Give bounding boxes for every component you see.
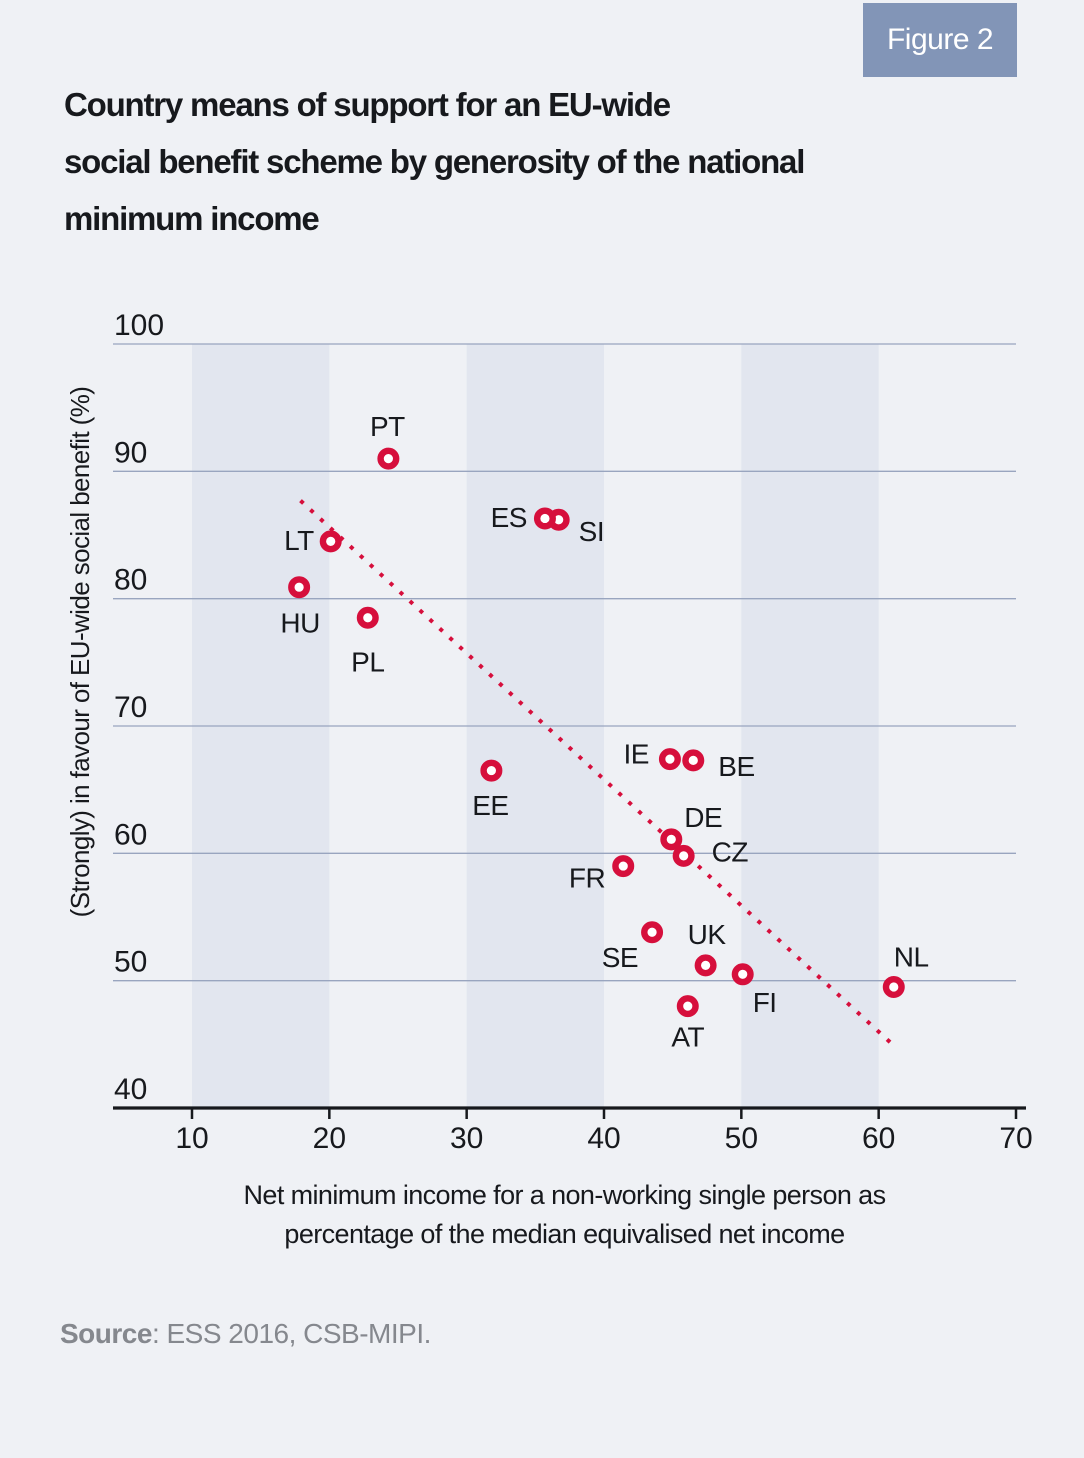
country-label-FI: FI (753, 987, 777, 1018)
country-label-AT: AT (671, 1022, 704, 1053)
x-tick-label-60: 60 (862, 1122, 895, 1155)
x-tick-label-10: 10 (175, 1122, 208, 1155)
data-point-NL: NL (882, 942, 929, 999)
marker-UK (694, 954, 717, 977)
y-tick-label-50: 50 (114, 946, 147, 979)
x-tick-label-20: 20 (313, 1122, 346, 1155)
source-note: Source: ESS 2016, CSB-MIPI. (60, 1318, 431, 1350)
x-tick-label-70: 70 (999, 1122, 1032, 1155)
country-label-FR: FR (569, 863, 605, 894)
data-point-DE: DE (660, 802, 723, 851)
figure-badge-label: Figure 2 (886, 23, 994, 56)
country-label-SE: SE (602, 942, 638, 973)
data-point-IE: IE (623, 739, 681, 771)
marker-CZ (672, 844, 695, 867)
marker-FR (612, 855, 635, 878)
data-point-ES: ES (491, 502, 556, 533)
marker-SE (641, 921, 664, 944)
country-label-HU: HU (280, 608, 319, 639)
data-point-BE: BE (682, 749, 755, 782)
data-point-EE: EE (472, 759, 509, 821)
data-point-SE: SE (602, 921, 664, 973)
figure-title-line-3: minimum income (64, 200, 320, 237)
marker-AT (676, 995, 699, 1018)
country-label-BE: BE (718, 751, 754, 782)
data-point-FR: FR (569, 855, 635, 894)
country-label-PT: PT (370, 411, 405, 442)
data-point-PT: PT (370, 411, 406, 470)
country-label-UK: UK (688, 919, 727, 950)
x-axis-title: Net minimum income for a non-working sin… (113, 1176, 1016, 1254)
data-point-HU: HU (280, 576, 320, 639)
marker-LT (319, 530, 342, 553)
marker-ES (533, 507, 556, 530)
marker-EE (480, 759, 503, 782)
data-point-AT: AT (671, 995, 705, 1053)
marker-DE (660, 828, 683, 851)
marker-FI (731, 963, 754, 986)
x-axis-title-line-1: Net minimum income for a non-working sin… (243, 1180, 887, 1210)
data-point-FI: FI (731, 963, 777, 1018)
country-label-ES: ES (491, 502, 527, 533)
marker-NL (882, 976, 905, 999)
data-point-PL: PL (351, 606, 385, 677)
marker-IE (658, 748, 681, 771)
source-text: : ESS 2016, CSB-MIPI. (151, 1318, 431, 1349)
country-label-IE: IE (623, 739, 648, 770)
country-label-EE: EE (472, 790, 508, 821)
data-point-CZ: CZ (672, 836, 749, 867)
x-axis-title-line-2: percentage of the median equivalised net… (284, 1219, 845, 1249)
country-label-DE: DE (684, 802, 722, 833)
y-tick-label-80: 80 (114, 564, 147, 597)
data-point-UK: UK (688, 919, 727, 977)
y-tick-label-60: 60 (114, 818, 147, 851)
figure-badge: Figure 2 (863, 3, 1017, 77)
y-tick-label-90: 90 (114, 436, 147, 469)
x-tick-label-40: 40 (587, 1122, 620, 1155)
marker-BE (682, 749, 705, 772)
marker-PL (356, 606, 379, 629)
marker-PT (377, 447, 400, 470)
source-label: Source (60, 1318, 152, 1349)
y-tick-label-40: 40 (114, 1073, 147, 1106)
country-label-LT: LT (284, 525, 314, 556)
y-tick-label-100: 100 (114, 309, 164, 342)
figure-title-line-2: social benefit scheme by generosity of t… (64, 143, 805, 180)
country-label-PL: PL (351, 646, 384, 677)
data-point-LT: LT (284, 525, 342, 556)
country-label-CZ: CZ (712, 836, 749, 867)
country-label-NL: NL (894, 942, 929, 973)
country-label-SI: SI (579, 516, 604, 547)
marker-HU (288, 576, 311, 599)
figure-title-line-1: Country means of support for an EU-wide (64, 86, 671, 123)
x-tick-label-30: 30 (450, 1122, 483, 1155)
x-tick-label-50: 50 (725, 1122, 758, 1155)
figure-title: Country means of support for an EU-wide … (64, 76, 944, 247)
y-tick-label-70: 70 (114, 691, 147, 724)
